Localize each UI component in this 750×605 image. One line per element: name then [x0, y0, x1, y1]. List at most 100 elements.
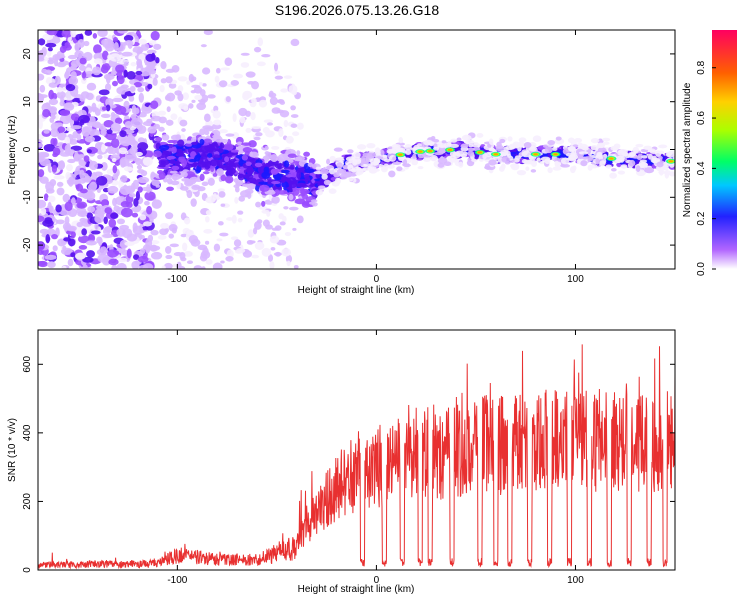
spectrogram-cell	[171, 165, 180, 171]
spectrogram-cell	[207, 177, 215, 186]
spectrogram-cell	[214, 75, 220, 83]
spectrogram-cell	[83, 155, 90, 163]
spectrogram-cell	[235, 155, 241, 159]
spectrogram-cell	[230, 80, 240, 86]
spectrogram-cell	[404, 144, 412, 151]
spectrogram-cell	[222, 143, 234, 151]
spectrogram-cell	[74, 252, 86, 260]
spectrogram-cell	[56, 187, 65, 196]
spectrogram-cell	[38, 241, 45, 252]
spectrogram-cell	[242, 146, 253, 153]
spectrogram-cell	[133, 197, 139, 207]
spectrogram-cell	[568, 154, 577, 162]
y-tick-label: 400	[22, 424, 33, 441]
spectrogram-cell	[266, 151, 272, 160]
spectrogram-cell	[261, 54, 271, 58]
spectrogram-cell	[86, 82, 97, 91]
spectrogram-cell	[274, 75, 283, 80]
spectrogram-cell	[547, 139, 556, 146]
spectrogram-cell	[218, 191, 226, 198]
spectrogram-cell	[149, 245, 161, 251]
spectrogram-cell	[402, 159, 408, 165]
spectrogram-cell	[170, 180, 180, 186]
spectrogram-cell	[242, 250, 253, 258]
spectrogram-cell	[251, 254, 260, 259]
spectrogram-cell	[94, 122, 102, 129]
spectrogram-cell	[48, 205, 54, 214]
spectrogram-cell	[93, 58, 103, 65]
spectrogram-cell	[392, 156, 397, 161]
spectrogram-cell	[111, 138, 120, 149]
spectrogram-cell	[38, 199, 47, 209]
spectrogram-cell	[174, 160, 181, 166]
spectrogram-cell	[525, 166, 530, 171]
spectrogram-cell	[48, 82, 58, 88]
spectrogram-cell	[188, 73, 195, 83]
spectrogram-cell	[94, 222, 99, 230]
spectrogram-cell	[264, 145, 269, 150]
spectrogram-cell	[496, 141, 502, 148]
y-tick-label: 0	[22, 146, 33, 152]
spectrogram-cell	[51, 234, 58, 240]
spectrogram-cell	[281, 169, 290, 174]
spectrogram-cell	[181, 177, 191, 182]
spectrogram-cell	[132, 179, 140, 190]
spectrogram-cell	[611, 167, 617, 172]
snr-xlabel: Height of straight line (km)	[298, 584, 415, 595]
spectrogram-cell	[258, 181, 268, 185]
spectrogram-cell	[251, 126, 262, 130]
x-tick-label: 100	[567, 274, 584, 285]
spectrogram-cell	[514, 155, 521, 160]
x-tick-label: -100	[167, 575, 187, 586]
spectrogram-cell	[257, 37, 264, 47]
spectrogram-cell	[271, 227, 279, 231]
spectrogram-cell	[111, 80, 119, 87]
spectrogram-cell	[98, 89, 110, 96]
spectrogram-cell	[145, 65, 155, 73]
spectrogram-cell	[46, 30, 58, 36]
spectrogram-cell	[63, 237, 72, 242]
spectrogram-cell	[647, 153, 653, 160]
spectrogram-cell	[81, 71, 87, 79]
spectrogram-cell	[124, 154, 136, 161]
spectrogram-cell	[191, 99, 196, 104]
spectrogram-cell	[150, 30, 160, 41]
spectrogram-cell	[500, 163, 506, 170]
spectrogram-cell	[488, 138, 494, 145]
spectrogram-cell	[342, 171, 353, 178]
spectrogram-cell	[533, 153, 538, 156]
spectrogram-cell	[212, 173, 218, 177]
spectrogram-cell	[518, 137, 527, 143]
spectrogram-cell	[168, 233, 175, 239]
spectrogram-cell	[53, 138, 58, 147]
spectrogram-cell	[83, 40, 90, 47]
spectrogram-cell	[488, 159, 497, 166]
spectrogram-cell	[140, 170, 148, 177]
spectrogram-cell	[447, 140, 452, 145]
spectrogram-cell	[449, 150, 457, 157]
spectrogram-cell	[47, 59, 55, 65]
spectrogram-cell	[165, 76, 173, 84]
spectrogram-cell	[271, 196, 280, 204]
spectrogram-cell	[580, 160, 588, 167]
spectrogram-cell	[97, 253, 110, 263]
spectrogram-cell	[241, 154, 249, 161]
spectrogram-cell	[101, 199, 110, 207]
spectrogram-cell	[126, 233, 138, 242]
spectrogram-cell	[310, 199, 318, 203]
spectrogram-cell	[233, 239, 242, 247]
spectrogram-cell	[205, 196, 216, 204]
spectrogram-cell	[259, 184, 270, 192]
spectrogram-cell	[38, 151, 50, 158]
spectrogram-cell	[68, 138, 78, 145]
spectrogram-cell	[145, 53, 155, 62]
spectrogram-cell	[109, 53, 122, 62]
spectrogram-cell	[309, 201, 316, 205]
spectrogram-cell	[200, 94, 209, 103]
spectrogram-cell	[456, 137, 462, 142]
spectrogram-cell	[133, 81, 143, 88]
spectrogram-cell	[647, 148, 656, 153]
spectrogram-cell	[477, 151, 483, 154]
spectrogram-cell	[152, 78, 158, 86]
snr-x-ticks: -100 0 100	[167, 330, 584, 586]
